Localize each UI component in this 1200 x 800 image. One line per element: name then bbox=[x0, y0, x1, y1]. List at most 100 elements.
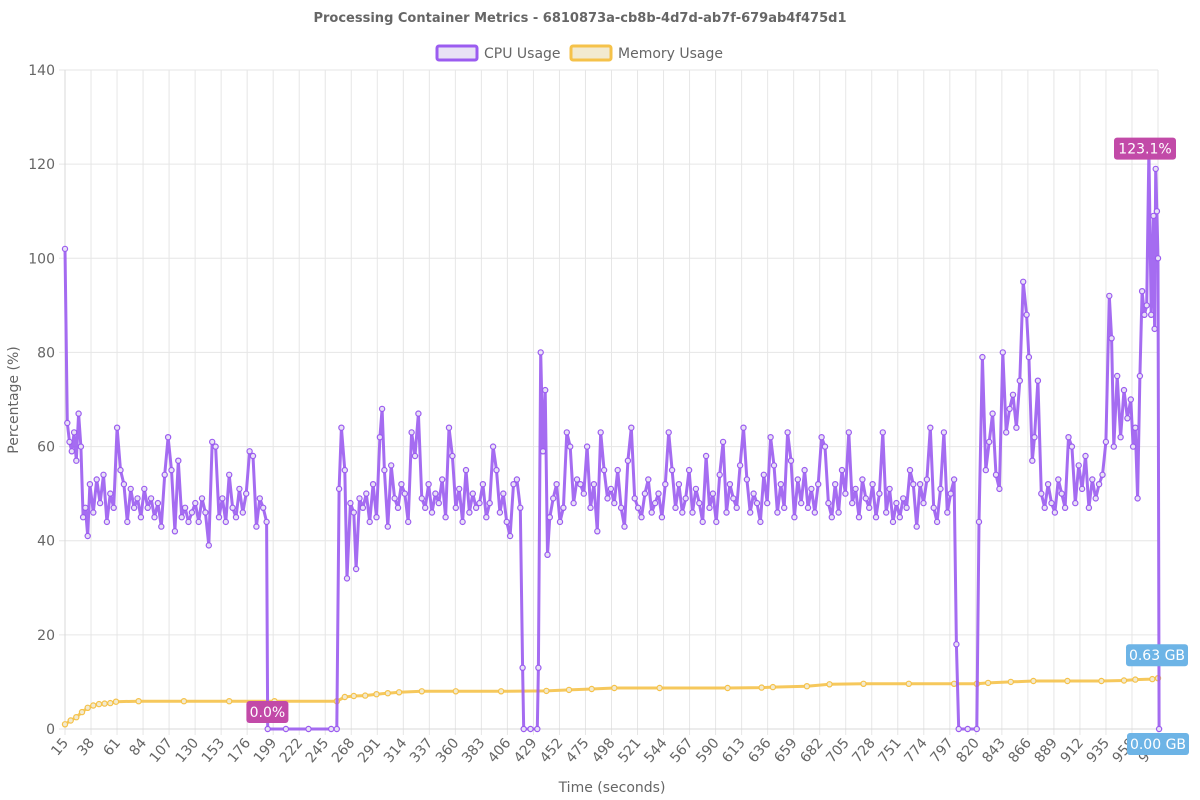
data-point-cpu bbox=[510, 481, 517, 488]
data-point-cpu bbox=[1055, 476, 1062, 483]
data-point-cpu bbox=[158, 523, 165, 530]
x-axis-title: Time (seconds) bbox=[558, 780, 666, 796]
x-tick-label: 15 bbox=[48, 735, 72, 759]
data-point-cpu bbox=[466, 509, 473, 516]
x-tick-label: 843 bbox=[979, 735, 1008, 766]
data-point-cpu bbox=[79, 514, 87, 521]
data-point-memory bbox=[384, 690, 391, 697]
data-point-cpu bbox=[692, 485, 700, 493]
data-point-cpu bbox=[1048, 499, 1055, 507]
data-point-memory bbox=[565, 686, 573, 694]
data-point-cpu bbox=[347, 499, 354, 507]
x-tick-label: 176 bbox=[225, 735, 254, 766]
y-tick-label: 80 bbox=[37, 345, 55, 361]
x-tick-label: 889 bbox=[1032, 735, 1061, 766]
data-point-cpu bbox=[61, 245, 69, 253]
data-point-cpu bbox=[675, 481, 683, 488]
x-tick-label: 705 bbox=[823, 735, 852, 766]
x-tick-label: 659 bbox=[771, 735, 800, 766]
x-tick-label: 475 bbox=[563, 735, 592, 766]
data-point-memory bbox=[101, 700, 108, 707]
data-point-cpu bbox=[127, 485, 134, 493]
data-point-cpu bbox=[350, 509, 357, 516]
data-point-cpu bbox=[791, 514, 798, 521]
data-point-cpu bbox=[685, 466, 693, 474]
data-point-cpu bbox=[249, 452, 257, 460]
data-point-cpu bbox=[496, 509, 504, 516]
data-point-cpu bbox=[1013, 424, 1020, 431]
data-point-cpu bbox=[151, 514, 158, 521]
data-point-cpu bbox=[808, 485, 815, 493]
data-point-cpu bbox=[1020, 278, 1027, 285]
data-point-cpu bbox=[68, 448, 76, 455]
data-point-cpu bbox=[550, 495, 557, 502]
data-point-cpu bbox=[953, 641, 960, 648]
data-point-cpu bbox=[553, 481, 560, 488]
data-point-cpu bbox=[338, 424, 345, 431]
data-point-cpu bbox=[472, 504, 480, 511]
series-cpu bbox=[61, 146, 1163, 733]
data-point-cpu bbox=[1151, 325, 1158, 333]
data-point-cpu bbox=[107, 490, 114, 497]
data-point-cpu bbox=[229, 504, 236, 511]
data-point-cpu bbox=[1041, 504, 1048, 511]
data-point-cpu bbox=[1120, 386, 1128, 394]
data-point-cpu bbox=[542, 386, 549, 394]
data-point-cpu bbox=[100, 471, 107, 478]
grid bbox=[59, 69, 1159, 735]
data-point-cpu bbox=[787, 457, 795, 464]
data-point-cpu bbox=[84, 532, 91, 540]
data-point-cpu bbox=[577, 481, 584, 488]
data-point-cpu bbox=[1134, 495, 1141, 502]
data-point-cpu bbox=[232, 514, 240, 521]
legend-item-memory[interactable]: Memory Usage bbox=[569, 44, 723, 62]
data-point-cpu bbox=[256, 495, 263, 502]
x-tick-label: 613 bbox=[719, 735, 748, 766]
data-point-cpu bbox=[1124, 415, 1131, 422]
x-tick-label: 590 bbox=[693, 735, 722, 766]
data-point-cpu bbox=[570, 499, 577, 507]
data-point-cpu bbox=[459, 518, 466, 526]
data-point-cpu bbox=[986, 438, 993, 446]
data-point-cpu bbox=[804, 504, 812, 511]
data-point-memory bbox=[950, 680, 958, 688]
annotation-cpu-min: 0.0% bbox=[246, 701, 289, 723]
legend-item-cpu[interactable]: CPU Usage bbox=[435, 44, 561, 62]
data-point-cpu bbox=[64, 419, 71, 427]
data-point-cpu bbox=[933, 518, 941, 526]
x-tick-label: 383 bbox=[459, 735, 488, 766]
data-point-cpu bbox=[500, 490, 507, 497]
x-tick-label: 406 bbox=[485, 735, 514, 766]
data-point-memory bbox=[107, 699, 114, 707]
data-point-cpu bbox=[835, 509, 842, 516]
data-point-cpu bbox=[1129, 443, 1137, 450]
data-point-cpu bbox=[117, 466, 124, 474]
data-point-cpu bbox=[784, 429, 791, 436]
data-point-cpu bbox=[852, 485, 859, 493]
data-point-cpu bbox=[110, 504, 117, 511]
data-point-cpu bbox=[716, 471, 723, 478]
data-point-cpu bbox=[1061, 504, 1069, 511]
data-point-cpu bbox=[82, 504, 89, 511]
data-point-cpu bbox=[893, 499, 900, 507]
data-point-cpu bbox=[428, 509, 436, 516]
data-point-cpu bbox=[408, 429, 415, 436]
x-tick-label: 682 bbox=[797, 735, 826, 766]
data-point-memory bbox=[1064, 677, 1071, 685]
data-point-cpu bbox=[747, 509, 754, 516]
data-point-cpu bbox=[366, 518, 373, 526]
x-tick-label: 774 bbox=[901, 735, 930, 766]
data-point-cpu bbox=[188, 509, 196, 516]
data-point-cpu bbox=[940, 429, 948, 436]
data-point-cpu bbox=[154, 499, 162, 507]
data-point-cpu bbox=[1154, 255, 1162, 262]
data-point-cpu bbox=[855, 514, 863, 521]
data-point-cpu bbox=[1051, 509, 1059, 516]
data-point-cpu bbox=[730, 495, 737, 502]
data-point-cpu bbox=[1132, 424, 1139, 431]
data-point-cpu bbox=[631, 495, 638, 502]
data-point-cpu bbox=[886, 485, 893, 493]
data-point-memory bbox=[350, 692, 357, 700]
data-point-memory bbox=[656, 684, 663, 692]
data-point-cpu bbox=[493, 466, 500, 474]
